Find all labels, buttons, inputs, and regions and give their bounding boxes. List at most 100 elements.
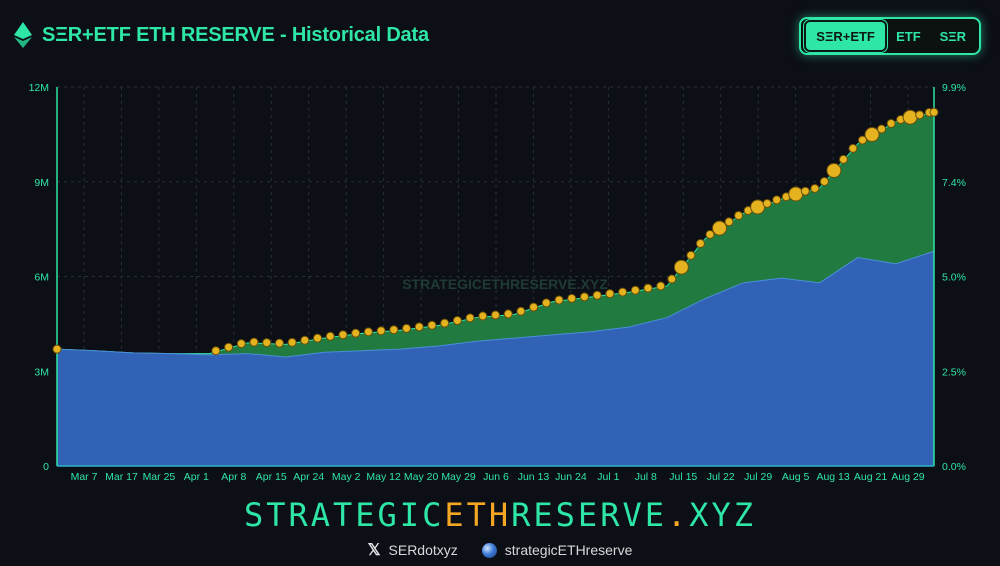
x-axis-tick: Aug 5 (782, 471, 810, 483)
purchase-event-dot (788, 186, 804, 202)
y-axis-right-tick: 7.4% (942, 177, 966, 189)
purchase-event-dot (300, 335, 310, 345)
purchase-event-dot (529, 302, 539, 312)
purchase-event-dot (351, 328, 361, 338)
purchase-event-dot (858, 135, 868, 145)
x-axis-tick: Apr 1 (184, 471, 209, 483)
x-axis-tick: Jul 15 (669, 471, 697, 483)
x-axis-tick: Jul 8 (635, 471, 657, 483)
x-axis-tick: Aug 21 (854, 471, 887, 483)
globe-icon (481, 542, 497, 558)
purchase-event-dot (886, 119, 896, 129)
ethereum-icon (14, 22, 32, 48)
purchase-event-dot (762, 198, 772, 208)
x-axis-tick: Aug 29 (891, 471, 924, 483)
page-title: SΞR+ETF ETH RESERVE - Historical Data (42, 23, 429, 46)
purchase-event-dot (465, 313, 475, 323)
purchase-event-dot (363, 327, 373, 337)
purchase-event-dot (686, 250, 696, 260)
toggle-ser-etf-button[interactable]: SΞR+ETF (804, 20, 888, 52)
etf-area (57, 251, 934, 466)
toggle-etf-button[interactable]: ETF (896, 28, 921, 44)
y-axis-left-tick: 12M (29, 82, 49, 94)
purchase-event-dot (630, 285, 640, 295)
brand-logo[interactable]: STRATEGICETHRESERVE.XYZ (243, 496, 757, 534)
purchase-event-dot (838, 154, 848, 164)
x-axis-tick: May 12 (366, 471, 401, 483)
purchase-event-dot (592, 290, 602, 300)
y-axis-left-tick: 6M (34, 272, 49, 284)
purchase-event-dot (211, 346, 221, 356)
purchase-event-dot (567, 293, 577, 303)
purchase-event-dot (734, 210, 744, 220)
purchase-event-dot (826, 162, 842, 178)
y-axis-right-tick: 0.0% (942, 461, 966, 473)
x-axis-tick: Jul 29 (744, 471, 772, 483)
purchase-event-dot (673, 259, 689, 275)
purchase-event-dot (224, 342, 234, 352)
purchase-event-dot (864, 127, 880, 143)
x-axis-tick: Apr 24 (293, 471, 324, 483)
purchase-event-dot (491, 310, 500, 320)
purchase-event-dot (376, 326, 386, 336)
purchase-event-dot (772, 195, 782, 205)
chart-header: SΞR+ETF ETH RESERVE - Historical Data (14, 22, 429, 48)
purchase-event-dot (262, 338, 272, 348)
y-axis-left-tick: 3M (34, 366, 49, 378)
y-axis-right-tick: 9.9% (942, 82, 966, 94)
x-axis-tick: Apr 15 (256, 471, 287, 483)
purchase-event-dot (389, 325, 399, 335)
x-axis-tick: Jun 24 (555, 471, 587, 483)
purchase-event-dot (274, 338, 284, 348)
purchase-event-dot (427, 320, 437, 330)
purchase-event-dot (287, 337, 297, 347)
social-links: 𝕏 SERdotxyz strategicETHreserve (0, 540, 1000, 560)
y-axis-left-tick: 9M (34, 177, 49, 189)
purchase-event-dot (618, 287, 628, 297)
purchase-event-dot (414, 322, 424, 332)
purchase-event-dot (325, 331, 335, 341)
purchase-event-dot (516, 306, 526, 316)
purchase-event-dot (810, 183, 820, 193)
y-axis-right-tick: 2.5% (942, 366, 966, 378)
purchase-event-dot (52, 344, 62, 354)
purchase-event-dot (313, 333, 323, 343)
purchase-event-dot (249, 337, 259, 347)
purchase-event-dot (478, 311, 488, 321)
x-axis-tick: May 20 (404, 471, 439, 483)
purchase-event-dot (541, 298, 551, 308)
purchase-event-dot (554, 295, 564, 305)
x-logo-icon: 𝕏 (367, 542, 381, 559)
x-axis-tick: Mar 7 (71, 471, 98, 483)
website-link[interactable]: strategicETHreserve (481, 540, 632, 560)
y-axis-left-tick: 0 (43, 461, 49, 473)
purchase-event-dot (503, 309, 513, 319)
x-axis-tick: Mar 25 (143, 471, 176, 483)
purchase-event-dot (579, 292, 589, 302)
purchase-event-dot (929, 107, 939, 117)
purchase-event-dot (712, 220, 728, 236)
toggle-ser-button[interactable]: SΞR (939, 28, 967, 44)
x-axis-tick: Jun 13 (518, 471, 550, 483)
purchase-event-dot (800, 186, 810, 196)
y-axis-right-tick: 5.0% (942, 272, 966, 284)
x-link[interactable]: 𝕏 SERdotxyz (367, 542, 458, 559)
purchase-event-dot (724, 217, 734, 227)
x-axis-tick: Apr 8 (221, 471, 246, 483)
purchase-event-dot (338, 330, 348, 340)
reserve-area-chart: 0 0.0% 3M 2.5% 6M 5.0% 9M 7.4% 12M 9.9% Mar 7 Mar 1… (29, 82, 966, 483)
purchase-event-dot (848, 143, 858, 153)
purchase-event-dot (877, 124, 887, 134)
purchase-event-dot (819, 177, 829, 187)
x-axis-tick: Jul 22 (707, 471, 735, 483)
x-axis-tick: Mar 17 (105, 471, 138, 483)
x-axis-tick: Aug 13 (816, 471, 849, 483)
dataset-toggle: SΞR+ETF ETF SΞR (799, 17, 981, 55)
purchase-event-dot (236, 339, 246, 349)
purchase-event-dot (402, 323, 412, 333)
purchase-event-dot (440, 318, 450, 328)
etf-line (56, 250, 935, 358)
purchase-event-dot (750, 199, 766, 215)
purchase-event-dot (452, 316, 462, 326)
x-axis-tick: May 29 (441, 471, 476, 483)
